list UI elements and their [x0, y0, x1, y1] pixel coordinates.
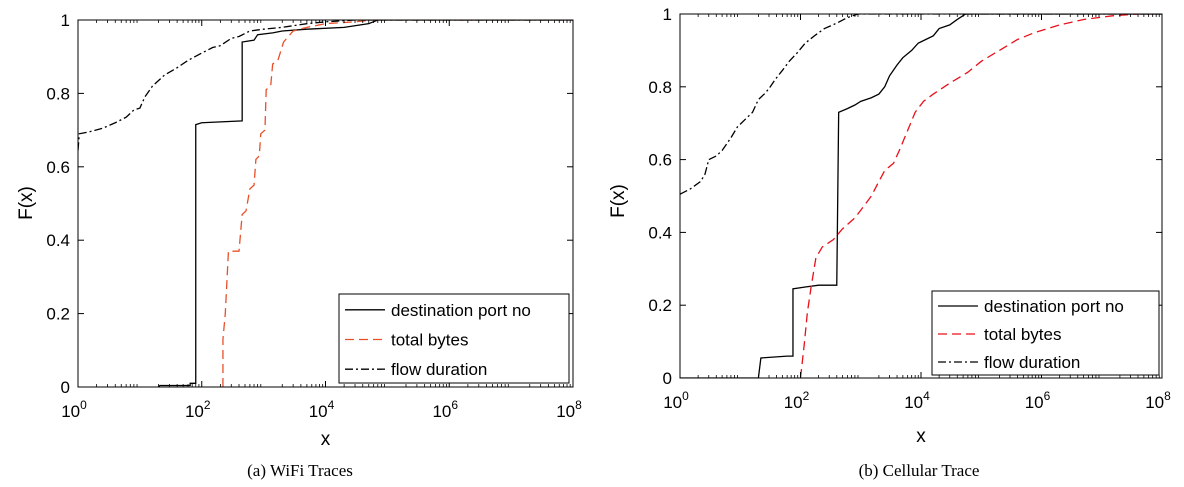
x-tick-label: 102: [784, 389, 810, 412]
x-tick-label: 100: [61, 398, 87, 421]
series-line-flow-duration: [680, 14, 1162, 195]
legend-label: flow duration: [984, 353, 1080, 372]
y-tick-label: 0.8: [46, 84, 70, 103]
series-line-total-bytes: [799, 14, 1162, 378]
subfigure-caption: (b) Cellular Trace: [859, 461, 980, 480]
x-tick-label: 108: [556, 398, 582, 421]
legend-label: destination port no: [391, 301, 531, 320]
legend-label: destination port no: [984, 297, 1124, 316]
x-tick-label: 108: [1145, 389, 1171, 412]
x-tick-label: 102: [185, 398, 211, 421]
legend-label: total bytes: [391, 331, 469, 350]
series-line-total-bytes: [222, 20, 573, 387]
y-tick-label: 0: [663, 369, 672, 388]
y-tick-label: 0.6: [46, 158, 70, 177]
series-line-destination-port-no: [158, 20, 573, 387]
legend: destination port no total bytes flow durat…: [931, 290, 1160, 376]
y-tick-label: 0.4: [46, 231, 70, 250]
y-tick-label: 0.8: [648, 78, 672, 97]
x-tick-label: 106: [432, 398, 458, 421]
x-axis-label: x: [321, 429, 331, 450]
x-tick-label: 100: [663, 389, 689, 412]
x-tick-label: 106: [1025, 389, 1051, 412]
y-axis-label: F(x): [608, 184, 629, 218]
y-tick-label: 0: [61, 378, 70, 397]
y-axis-label: F(x): [16, 186, 37, 220]
legend-label: total bytes: [984, 325, 1062, 344]
chart-panel-2: 100 102 104 106 108 0 0.2 0.4 0.6 0.8 1 x F(x) destin…: [608, 5, 1171, 480]
x-tick-label: 104: [309, 398, 335, 421]
x-tick-label: 104: [904, 389, 930, 412]
legend: destination port no total bytes flow durat…: [338, 293, 570, 384]
legend-box: [338, 293, 570, 384]
legend-label: flow duration: [391, 360, 487, 379]
y-tick-label: 0.4: [648, 223, 672, 242]
y-tick-label: 0.2: [648, 296, 672, 315]
subfigure-caption: (a) WiFi Traces: [247, 461, 353, 480]
chart-panel-1: 100 102 104 106 108 0 0.2 0.4 0.6 0.8 1 x F(x) destin…: [16, 11, 582, 480]
y-tick-label: 1: [663, 5, 672, 24]
series-line-destination-port-no: [680, 14, 1162, 378]
x-axis-label: x: [916, 426, 926, 447]
y-tick-label: 0.6: [648, 151, 672, 170]
series-line-flow-duration: [78, 20, 573, 151]
y-tick-label: 1: [61, 11, 70, 30]
y-tick-label: 0.2: [46, 305, 70, 324]
legend-box: [931, 290, 1160, 376]
